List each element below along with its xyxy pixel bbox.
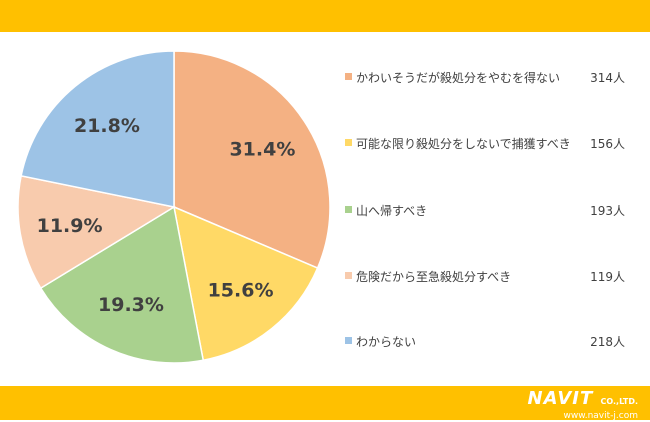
bottom-band	[0, 386, 650, 420]
legend-label: 可能な限り殺処分をしないで捕獲すべき	[356, 137, 571, 151]
legend-label: わからない	[356, 335, 417, 349]
slice-percent-label: 31.4%	[229, 139, 295, 161]
legend-count: 218人	[590, 335, 625, 349]
slice-percent-label: 19.3%	[98, 294, 164, 316]
pie-slice	[172, 205, 319, 362]
pie-slice	[20, 50, 175, 208]
logo-wordmark: NAVIT CO.,LTD.	[527, 388, 638, 409]
pie-chart: 31.4% 15.6% 19.3% 11.9% 21.8%	[17, 50, 331, 364]
legend-swatch	[345, 272, 352, 279]
legend-item: 危険だから至急殺処分すべき 119人	[345, 267, 625, 285]
legend-item: かわいそうだが殺処分をやむを得ない 314人	[345, 68, 625, 86]
pie-slice	[39, 205, 205, 364]
legend-count: 119人	[590, 270, 625, 284]
legend-count: 156人	[590, 137, 625, 151]
legend-item: わからない 218人	[345, 332, 625, 350]
logo-url: www.navit-j.com	[563, 411, 638, 421]
legend-item: 山へ帰すべき 193人	[345, 201, 625, 219]
legend-label: 山へ帰すべき	[356, 204, 428, 218]
legend-label: 危険だから至急殺処分すべき	[356, 270, 512, 284]
slice-percent-label: 21.8%	[74, 115, 140, 137]
legend-swatch	[345, 337, 352, 344]
company-logo: NAVIT CO.,LTD. www.navit-j.com	[528, 390, 638, 422]
legend-count: 314人	[590, 71, 625, 85]
legend-swatch	[345, 206, 352, 213]
top-band	[0, 0, 650, 32]
pie-slice	[17, 174, 177, 290]
legend-label: かわいそうだが殺処分をやむを得ない	[356, 71, 561, 85]
slice-percent-label: 11.9%	[37, 215, 103, 237]
legend-swatch	[345, 73, 352, 80]
legend-count: 193人	[590, 204, 625, 218]
slice-percent-label: 15.6%	[208, 280, 274, 302]
legend-swatch	[345, 139, 352, 146]
pie-slice	[173, 50, 331, 270]
legend-item: 可能な限り殺処分をしないで捕獲すべき 156人	[345, 134, 625, 152]
